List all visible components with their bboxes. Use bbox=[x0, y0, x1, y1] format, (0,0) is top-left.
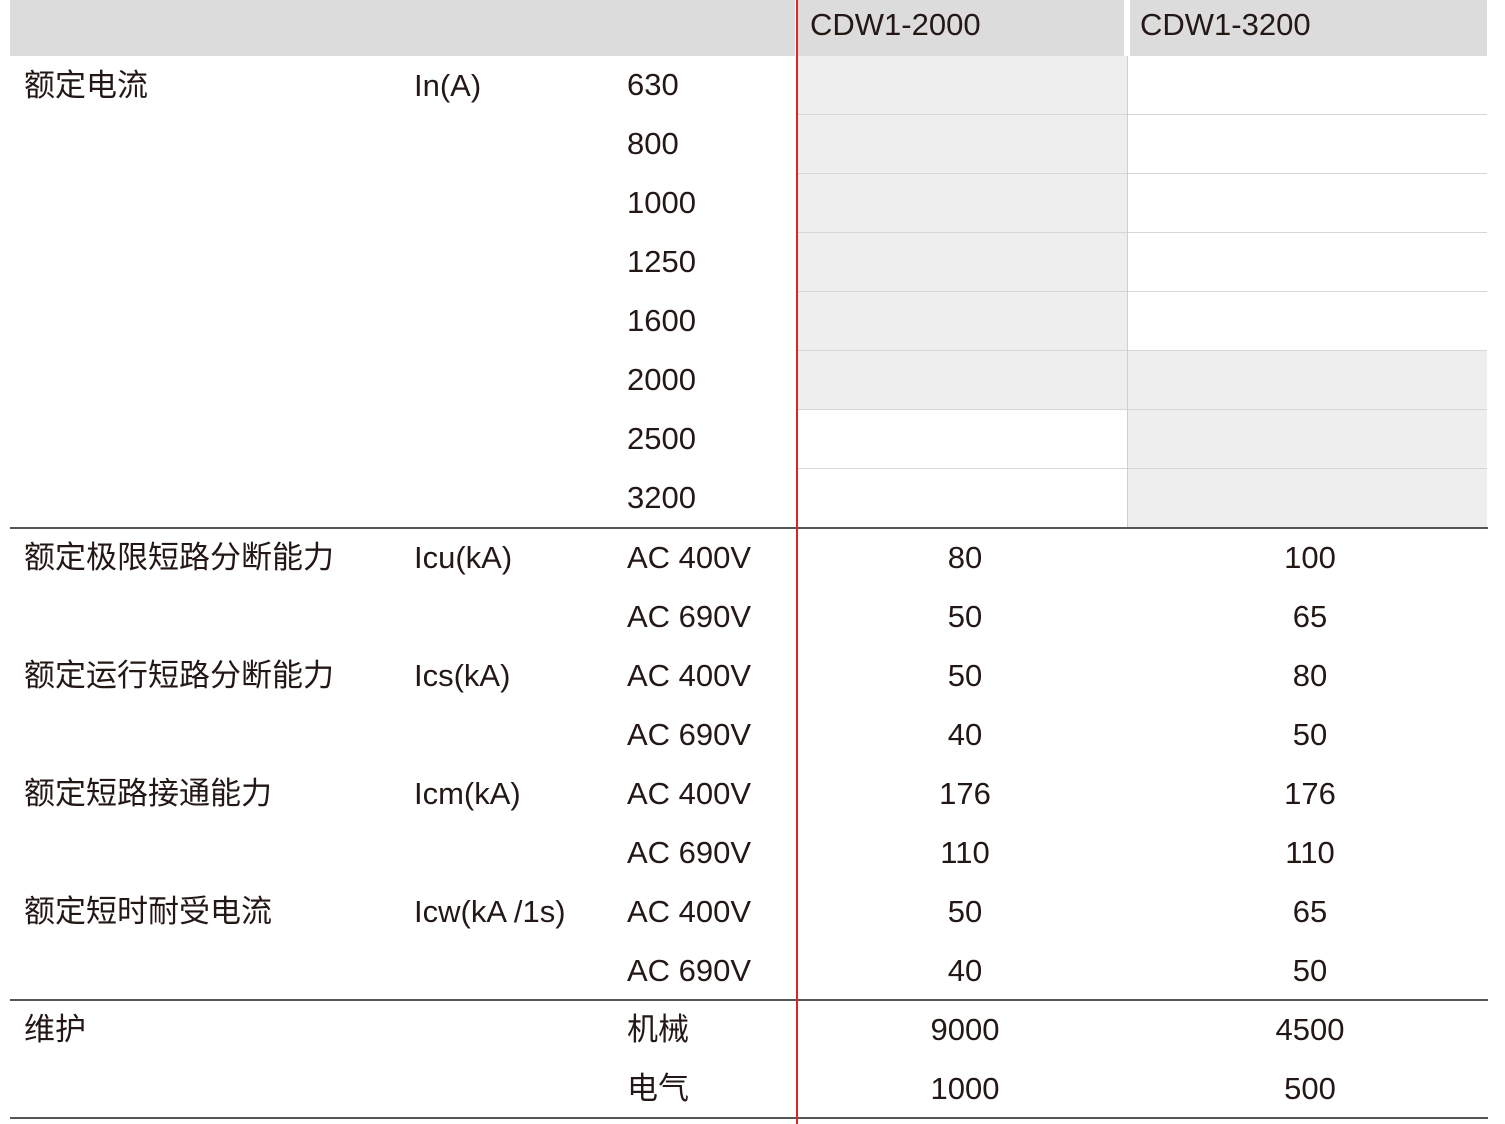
value-model-1: 40 bbox=[947, 717, 983, 752]
condition: 电气 bbox=[627, 1071, 689, 1106]
current-support-cell bbox=[798, 292, 1127, 351]
value-model-1: 1000 bbox=[930, 1071, 1000, 1106]
value-model-2: 110 bbox=[1285, 835, 1335, 870]
current-support-cell bbox=[1128, 115, 1487, 174]
current-support-cell bbox=[798, 115, 1127, 174]
header-blank bbox=[10, 0, 795, 56]
current-value: 630 bbox=[627, 67, 679, 102]
value-model-2: 65 bbox=[1292, 894, 1328, 929]
value-model-2: 176 bbox=[1284, 776, 1336, 811]
condition: AC 690V bbox=[627, 599, 752, 634]
row-label: 额定短路接通能力 bbox=[24, 776, 272, 811]
row-label: 额定电流 bbox=[24, 68, 148, 103]
condition: AC 690V bbox=[627, 835, 752, 870]
section-divider bbox=[10, 999, 1488, 1001]
condition: AC 400V bbox=[627, 540, 752, 575]
value-model-1: 50 bbox=[947, 658, 983, 693]
current-value: 2500 bbox=[627, 421, 696, 456]
row-unit: Icw(kA /1s) bbox=[414, 894, 566, 929]
value-model-1: 80 bbox=[947, 540, 983, 575]
row-label: 额定运行短路分断能力 bbox=[24, 658, 334, 693]
value-model-2: 100 bbox=[1284, 540, 1336, 575]
value-model-1: 40 bbox=[947, 953, 983, 988]
value-model-2: 4500 bbox=[1275, 1012, 1345, 1047]
current-support-cell bbox=[1128, 292, 1487, 351]
row-label: 额定短时耐受电流 bbox=[24, 894, 272, 929]
value-model-1: 50 bbox=[947, 599, 983, 634]
value-model-2: 500 bbox=[1284, 1071, 1336, 1106]
value-model-1: 9000 bbox=[930, 1012, 1000, 1047]
row-unit: In(A) bbox=[414, 68, 482, 103]
value-model-2: 50 bbox=[1292, 717, 1328, 752]
condition: AC 400V bbox=[627, 894, 752, 929]
column-divider bbox=[796, 0, 798, 1124]
condition: AC 690V bbox=[627, 717, 752, 752]
current-support-cell bbox=[1128, 233, 1487, 292]
current-support-cell bbox=[798, 469, 1127, 527]
current-value: 1600 bbox=[627, 303, 696, 338]
model-name: CDW1-2000 bbox=[810, 7, 981, 42]
condition: 机械 bbox=[627, 1012, 689, 1047]
section-divider bbox=[10, 1117, 1488, 1119]
section-divider bbox=[10, 527, 1488, 529]
cell-separator bbox=[1127, 56, 1128, 528]
condition: AC 400V bbox=[627, 776, 752, 811]
current-support-cell bbox=[1128, 351, 1487, 410]
current-support-cell bbox=[798, 56, 1127, 115]
value-model-2: 50 bbox=[1292, 953, 1328, 988]
value-model-1: 50 bbox=[947, 894, 983, 929]
header-model-2: CDW1-3200 bbox=[1130, 0, 1487, 56]
current-value: 3200 bbox=[627, 480, 696, 515]
current-support-cell bbox=[1128, 56, 1487, 115]
model-name: CDW1-3200 bbox=[1140, 7, 1311, 42]
current-value: 800 bbox=[627, 126, 679, 161]
row-unit: Ics(kA) bbox=[414, 658, 511, 693]
row-unit: Icm(kA) bbox=[414, 776, 521, 811]
condition: AC 400V bbox=[627, 658, 752, 693]
current-support-cell bbox=[798, 410, 1127, 469]
current-value: 1000 bbox=[627, 185, 696, 220]
row-label: 额定极限短路分断能力 bbox=[24, 540, 334, 575]
row-label: 维护 bbox=[24, 1012, 86, 1047]
value-model-2: 80 bbox=[1292, 658, 1328, 693]
current-support-cell bbox=[1128, 174, 1487, 233]
value-model-1: 110 bbox=[940, 835, 990, 870]
current-support-cell bbox=[798, 351, 1127, 410]
header-model-1: CDW1-2000 bbox=[798, 0, 1124, 56]
condition: AC 690V bbox=[627, 953, 752, 988]
current-value: 1250 bbox=[627, 244, 696, 279]
row-unit: Icu(kA) bbox=[414, 540, 513, 575]
value-model-2: 65 bbox=[1292, 599, 1328, 634]
current-support-cell bbox=[798, 174, 1127, 233]
current-support-cell bbox=[1128, 469, 1487, 527]
current-value: 2000 bbox=[627, 362, 696, 397]
value-model-1: 176 bbox=[939, 776, 991, 811]
current-support-cell bbox=[798, 233, 1127, 292]
current-support-cell bbox=[1128, 410, 1487, 469]
